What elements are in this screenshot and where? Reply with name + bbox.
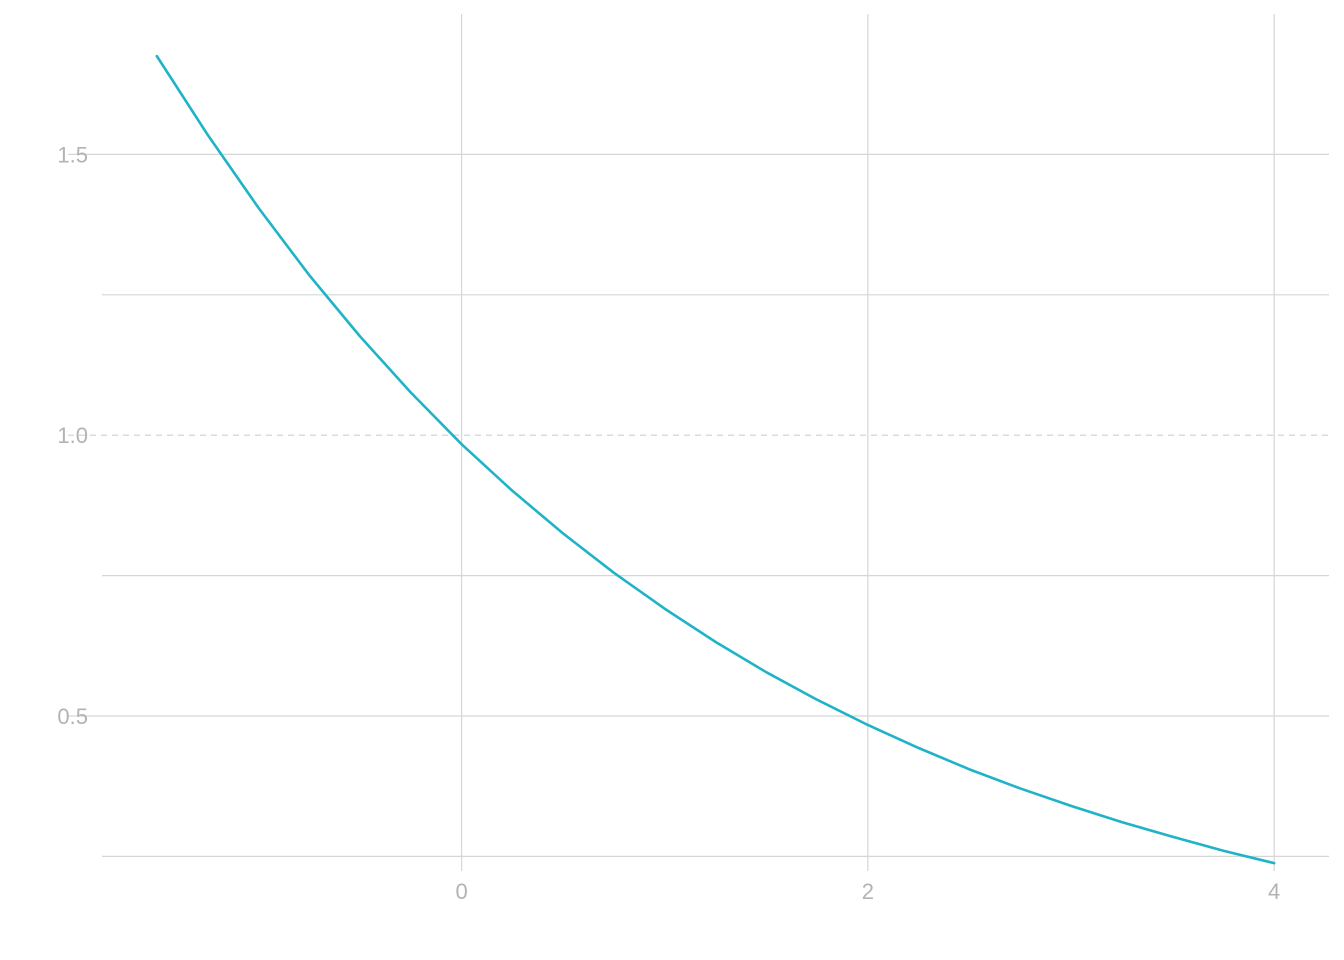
x-tick-label: 2 bbox=[862, 879, 874, 904]
y-tick-label: 1.0 bbox=[57, 423, 88, 448]
x-tick-label: 0 bbox=[455, 879, 467, 904]
series-line bbox=[155, 54, 1276, 865]
y-tick-label: 0.5 bbox=[57, 704, 88, 729]
x-tick-label: 4 bbox=[1268, 879, 1280, 904]
y-tick-label: 1.5 bbox=[57, 142, 88, 167]
series-layer bbox=[155, 54, 1276, 865]
grid-layer bbox=[68, 14, 1329, 871]
tick-label-layer: 0.5 1.0 1.5 0 2 4 bbox=[57, 142, 1280, 904]
